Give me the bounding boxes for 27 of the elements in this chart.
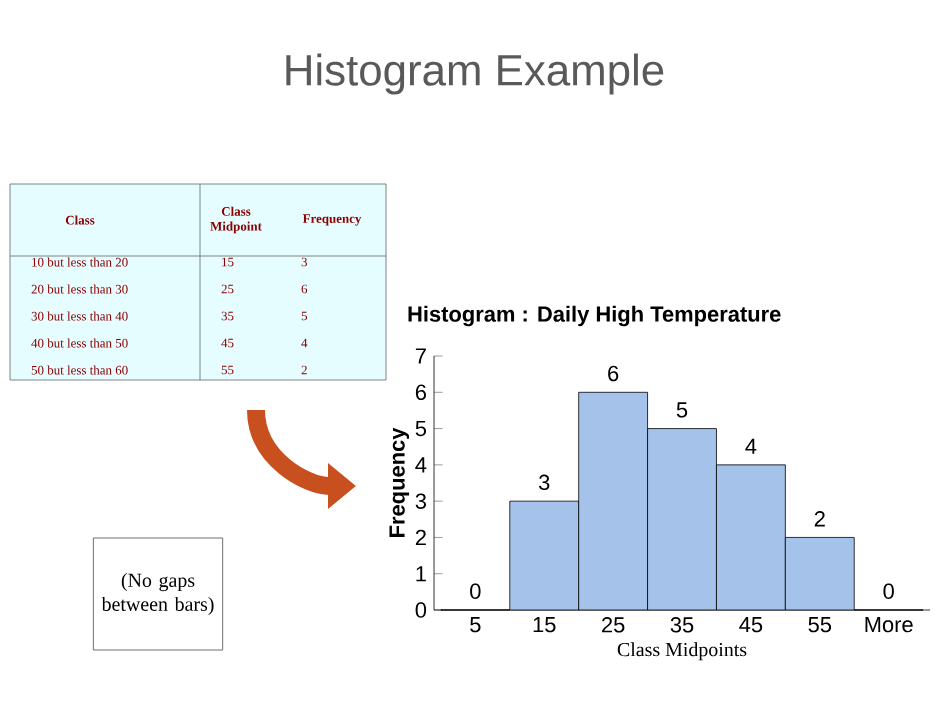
data-label: 6 <box>608 365 619 382</box>
x-tick-label: 15 <box>533 617 556 633</box>
x-tick-label: 35 <box>670 617 694 633</box>
x-axis-title: Class Midpoints <box>617 642 747 661</box>
y-tick-label: 4 <box>415 457 427 473</box>
x-tick-label: 55 <box>808 617 832 633</box>
y-tick-label: 0 <box>415 602 427 618</box>
chart-title: Histogram Example <box>286 53 664 95</box>
y-axis-title: Frequency <box>389 427 410 537</box>
y-tick-label: 5 <box>415 420 427 437</box>
data-label: 4 <box>745 438 757 454</box>
chart-subtitle: Histogram : Daily High Temperature <box>408 305 781 327</box>
y-tick-label: 6 <box>415 384 426 401</box>
data-label: 3 <box>538 474 550 491</box>
y-tick-label: 1 <box>416 566 426 582</box>
data-label: 0 <box>470 583 481 599</box>
x-tick-label: More <box>865 617 913 633</box>
text: (No gaps between bars) <box>101 572 214 615</box>
x-tick-label: 45 <box>739 617 763 633</box>
y-tick-label: 2 <box>415 529 426 546</box>
data-label: 2 <box>814 511 825 527</box>
x-tick-label: 5 <box>470 617 481 633</box>
data-label: 0 <box>883 583 894 599</box>
data-label: 5 <box>676 402 688 418</box>
y-tick-label: 3 <box>415 493 426 509</box>
x-tick-label: 25 <box>602 617 625 633</box>
y-tick-label: 7 <box>415 348 426 364</box>
